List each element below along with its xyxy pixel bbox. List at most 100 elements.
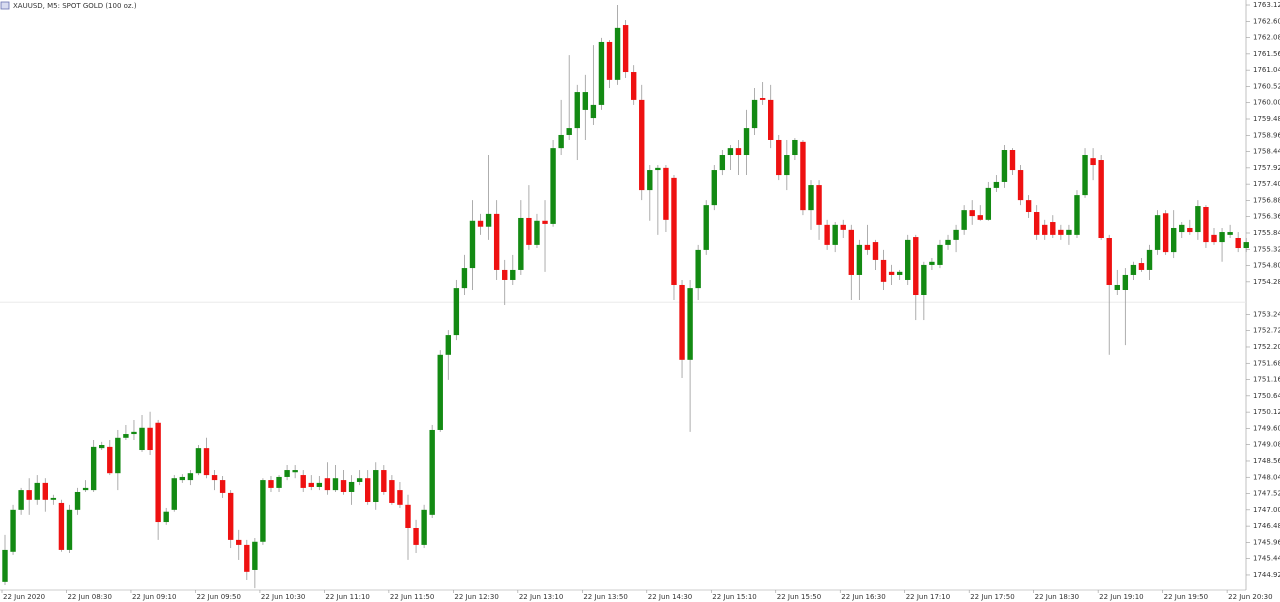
- candle-body: [703, 205, 709, 250]
- candle-body: [1106, 238, 1112, 285]
- candle-body: [824, 224, 830, 245]
- candle-body: [227, 492, 234, 540]
- candle-body: [365, 478, 371, 503]
- candle-body: [1219, 232, 1225, 243]
- candle-body: [953, 229, 959, 240]
- candle-body: [163, 511, 169, 523]
- candle-body: [429, 429, 435, 515]
- candle-body: [1058, 229, 1064, 235]
- candle-body: [743, 128, 750, 156]
- candle-body: [1066, 229, 1072, 235]
- y-tick-label: 1754.28: [1253, 278, 1280, 286]
- candle-body: [929, 261, 935, 265]
- candle-body: [1171, 227, 1177, 253]
- x-tick-label: 22 Jun 08:30: [67, 593, 111, 601]
- candle-body: [768, 99, 774, 140]
- candle-body: [993, 181, 1000, 188]
- candle-body: [155, 422, 161, 523]
- candle-body: [50, 497, 57, 500]
- candle-body: [1146, 249, 1153, 270]
- candle-body: [542, 220, 548, 224]
- y-tick-label: 1755.84: [1253, 229, 1280, 237]
- candle-body: [405, 504, 411, 528]
- candle-body: [1130, 264, 1137, 275]
- x-tick-label: 22 Jun 09:50: [196, 593, 240, 601]
- y-tick-label: 1758.44: [1253, 148, 1280, 156]
- candle-body: [348, 481, 355, 492]
- y-tick-label: 1756.36: [1253, 213, 1280, 221]
- y-tick-label: 1757.40: [1253, 180, 1280, 188]
- candle-body: [558, 134, 564, 149]
- y-tick-label: 1745.96: [1253, 538, 1280, 546]
- candle-body: [759, 98, 766, 100]
- candle-body: [655, 167, 661, 171]
- candle-body: [123, 434, 129, 438]
- candle-body: [1017, 170, 1024, 201]
- candle-body: [397, 490, 403, 505]
- candle-body: [784, 155, 790, 176]
- candle-body: [614, 27, 621, 80]
- candle-body: [453, 288, 460, 336]
- candle-body: [526, 217, 532, 245]
- y-tick-label: 1746.48: [1253, 522, 1280, 530]
- candle-body: [373, 470, 379, 503]
- candle-body: [622, 25, 629, 73]
- candle-body: [776, 139, 782, 176]
- candle-body: [671, 177, 677, 285]
- candle-body: [502, 269, 508, 280]
- y-tick-label: 1751.16: [1253, 376, 1280, 384]
- y-tick-label: 1749.08: [1253, 441, 1280, 449]
- candle-body: [461, 268, 468, 289]
- y-tick-label: 1762.60: [1253, 17, 1280, 25]
- symbol-icon: [0, 1, 10, 10]
- candle-body: [34, 482, 40, 500]
- candle-body: [534, 220, 540, 245]
- candle-body: [1001, 150, 1008, 182]
- candle-body: [582, 92, 589, 110]
- candle-body: [864, 244, 871, 250]
- x-tick-label: 22 Jun 15:50: [777, 593, 821, 601]
- candle-body: [1179, 224, 1185, 233]
- x-tick-label: 22 Jun 11:50: [390, 593, 434, 601]
- candle-body: [719, 155, 726, 171]
- candle-body: [1211, 234, 1217, 243]
- candle-body: [18, 490, 24, 510]
- candle-body: [1162, 213, 1169, 253]
- candle-body: [630, 72, 637, 100]
- candle-body: [913, 237, 919, 295]
- candle-body: [1195, 206, 1201, 233]
- candle-body: [856, 244, 863, 275]
- y-tick-label: 1745.44: [1253, 555, 1280, 563]
- x-tick-label: 22 Jun 2020: [3, 593, 45, 601]
- candle-body: [872, 242, 879, 260]
- candle-body: [663, 167, 669, 220]
- candle-body: [469, 220, 476, 269]
- candle-body: [1042, 224, 1048, 235]
- y-tick-label: 1752.20: [1253, 343, 1280, 351]
- candle-body: [389, 480, 395, 503]
- candle-body: [1114, 284, 1120, 290]
- candle-body: [961, 210, 967, 230]
- y-tick-label: 1759.48: [1253, 115, 1280, 123]
- candle-body: [566, 128, 572, 135]
- x-tick-label: 22 Jun 15:10: [712, 593, 756, 601]
- y-tick-label: 1758.96: [1253, 131, 1280, 139]
- candle-body: [945, 239, 951, 245]
- candle-body: [1098, 160, 1104, 239]
- candle-body: [639, 99, 645, 191]
- candle-body: [1138, 263, 1145, 270]
- y-tick-label: 1754.80: [1253, 262, 1280, 270]
- candle-body: [131, 431, 137, 435]
- candle-body: [590, 104, 597, 119]
- candle-body: [1082, 155, 1088, 196]
- candle-body: [203, 448, 210, 476]
- candle-body: [832, 224, 838, 245]
- candle-body: [816, 185, 822, 225]
- candle-body: [880, 259, 887, 282]
- y-tick-label: 1753.24: [1253, 310, 1280, 318]
- x-tick-label: 22 Jun 18:30: [1035, 593, 1079, 601]
- candle-body: [477, 220, 484, 227]
- candle-body: [340, 480, 347, 492]
- candle-body: [99, 445, 105, 449]
